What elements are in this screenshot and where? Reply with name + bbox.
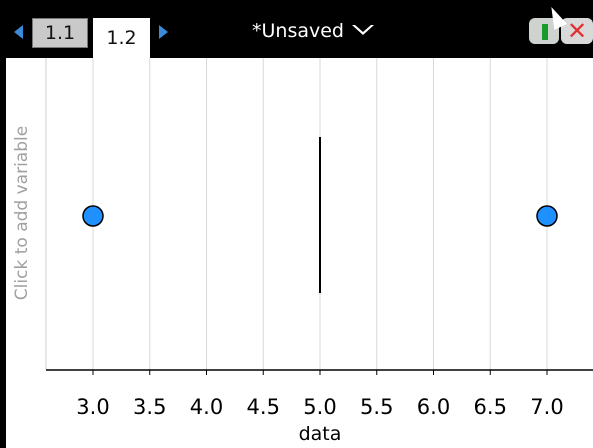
title-bar: 1.1 1.2 *Unsaved ✕ [0,0,593,58]
left-arrow-icon[interactable] [14,25,23,39]
close-icon[interactable]: ✕ [561,18,593,44]
battery-level [542,24,548,40]
x-tick-label: 3.0 [76,395,109,419]
x-tick-label: 4.0 [190,395,223,419]
dropdown-caret-icon [352,25,374,37]
x-tick-label: 4.5 [247,395,280,419]
data-point [536,205,558,227]
x-tick-label: 6.0 [417,395,450,419]
x-tick-label: 7.0 [530,395,563,419]
tab-label: 1.1 [44,22,76,44]
x-axis-label: data [299,423,342,445]
tab-1-1[interactable]: 1.1 [32,18,88,48]
document-menu[interactable]: *Unsaved [252,20,374,42]
data-point [82,205,104,227]
plot-area[interactable] [6,58,593,448]
x-tick-label: 5.0 [303,395,336,419]
right-arrow-icon[interactable] [159,25,168,39]
battery-icon [529,18,559,44]
document-title: *Unsaved [252,20,344,42]
x-tick-label: 6.5 [474,395,507,419]
tab-1-2[interactable]: 1.2 [93,18,150,58]
x-tick-label: 5.5 [360,395,393,419]
x-tick-label: 3.5 [133,395,166,419]
tab-label: 1.2 [106,27,137,49]
